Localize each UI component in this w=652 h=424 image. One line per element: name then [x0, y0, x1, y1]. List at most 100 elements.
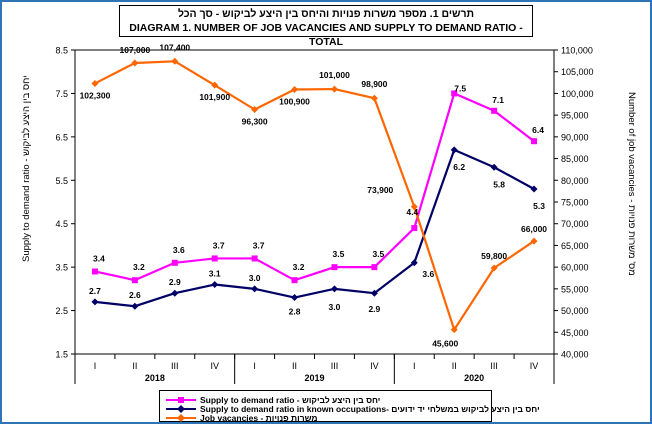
right-axis-tick-label: 65,000 [561, 241, 589, 251]
right-axis-tick-label: 80,000 [561, 176, 589, 186]
x-axis-year-label: 2018 [145, 373, 165, 383]
data-label-known: 5.3 [533, 201, 545, 211]
right-axis-tick-label: 40,000 [561, 350, 589, 360]
data-point-ratio [251, 255, 258, 262]
legend-label-vacancies: Job vacancies - משרות פנויות [200, 413, 318, 423]
data-label-known: 3.0 [249, 273, 261, 283]
data-label-known: 2.9 [169, 277, 181, 287]
x-axis-quarter-label: I [253, 361, 256, 371]
right-axis-tick-label: 110,000 [561, 46, 593, 56]
data-point-known [211, 281, 219, 289]
data-point-known [291, 294, 299, 302]
legend-swatch-vacancies [166, 414, 196, 422]
data-point-known [171, 289, 179, 297]
x-axis-quarter-label: II [132, 361, 137, 371]
legend-swatch-known [166, 405, 196, 413]
legend: Supply to demand ratio - יחס בין היצע לב… [159, 390, 540, 423]
data-point-vacancies [291, 86, 299, 94]
data-label-ratio: 3.5 [372, 249, 384, 259]
legend-swatch-ratio [166, 397, 196, 403]
data-point-ratio [291, 277, 298, 284]
right-axis-tick-label: 105,000 [561, 67, 594, 77]
data-label-vacancies: 45,600 [432, 339, 458, 349]
data-point-vacancies [530, 237, 538, 245]
left-axis-tick-label: 7.5 [55, 89, 68, 99]
data-label-ratio: 3.2 [293, 262, 305, 272]
left-axis-tick-label: 2.5 [55, 306, 68, 316]
x-axis-quarter-label: II [292, 361, 297, 371]
data-point-ratio [131, 277, 138, 284]
left-axis-tick-label: 8.5 [55, 46, 68, 56]
x-axis-quarter-label: I [413, 361, 416, 371]
x-axis-quarter-label: III [490, 361, 498, 371]
x-axis-year-label: 2019 [304, 373, 324, 383]
data-label-vacancies: 107,400 [159, 42, 190, 52]
data-label-known: 3.0 [329, 302, 341, 312]
data-label-vacancies: 100,900 [279, 97, 310, 107]
right-axis-tick-label: 45,000 [561, 328, 589, 338]
data-label-vacancies: 59,800 [481, 251, 507, 261]
right-axis-tick-label: 95,000 [561, 111, 589, 121]
data-label-known: 2.8 [289, 307, 301, 317]
data-point-vacancies [370, 94, 378, 102]
left-axis-tick-label: 5.5 [55, 176, 68, 186]
chart-title-hebrew: תרשים 1. מספר משרות פנויות והיחס בין היצ… [177, 8, 475, 20]
data-label-vacancies: 101,000 [319, 70, 350, 80]
data-label-ratio: 6.4 [532, 125, 544, 135]
data-label-vacancies: 101,900 [199, 92, 230, 102]
right-axis-tick-label: 55,000 [561, 284, 589, 294]
data-label-vacancies: 107,000 [120, 45, 151, 55]
data-point-ratio [451, 90, 458, 97]
x-axis-quarter-label: IV [370, 361, 379, 371]
x-axis-quarter-label: IV [210, 361, 219, 371]
data-label-known: 6.2 [453, 162, 465, 172]
data-point-vacancies [450, 326, 458, 334]
legend-label-known: Supply to demand ratio in known occupati… [200, 404, 540, 414]
left-axis-tick-label: 3.5 [55, 263, 68, 273]
data-point-known [490, 163, 498, 171]
chart-title: תרשים 1. מספר משרות פנויות והיחס בין היצ… [119, 5, 533, 48]
data-point-known [410, 259, 418, 267]
data-point-known [330, 285, 338, 293]
data-label-ratio: 4.4 [406, 207, 418, 217]
data-point-ratio [91, 268, 98, 275]
data-point-known [530, 185, 538, 193]
left-axis-tick-label: 1.5 [55, 350, 68, 360]
right-axis-tick-label: 70,000 [561, 219, 589, 229]
data-point-ratio [211, 255, 218, 262]
right-axis-tick-label: 75,000 [561, 198, 589, 208]
right-axis-label: Number of job vacancies - מס' משרות פנוי… [626, 92, 637, 276]
data-label-vacancies: 98,900 [361, 79, 387, 89]
data-point-ratio [371, 264, 378, 271]
data-label-ratio: 3.5 [333, 249, 345, 259]
data-label-known: 3.1 [209, 269, 221, 279]
left-axis: 1.5 2.5 3.5 4.5 5.5 6.5 7.5 8.5 [55, 46, 75, 360]
data-label-ratio: 3.4 [93, 253, 105, 263]
left-axis-tick-label: 4.5 [55, 219, 68, 229]
data-point-vacancies [171, 57, 179, 65]
series-line-vacancies [94, 60, 535, 331]
data-label-ratio: 3.2 [133, 262, 145, 272]
right-axis-tick-label: 50,000 [561, 306, 589, 316]
x-axis-quarter-label: III [331, 361, 339, 371]
data-point-vacancies [211, 81, 219, 89]
data-label-ratio: 3.7 [253, 240, 265, 250]
data-label-known: 3.6 [422, 269, 434, 279]
data-label-known: 2.6 [129, 290, 141, 300]
legend-label-ratio: Supply to demand ratio - יחס בין היצע לב… [200, 395, 381, 405]
right-axis-tick-label: 90,000 [561, 132, 589, 142]
data-label-ratio: 3.6 [173, 245, 185, 255]
right-axis: 40,000 45,000 50,000 55,000 60,000 65,000 70,0… [554, 46, 594, 360]
data-labels-layer: 3.4 3.2 3.6 3.7 3.7 3.2 3.5 3.5 4.4 7.5 7.1 6.4 2.7 2… [80, 42, 548, 348]
data-point-vacancies [330, 85, 338, 93]
data-point-ratio [411, 225, 418, 232]
right-axis-tick-label: 60,000 [561, 263, 589, 273]
series-layer [91, 57, 538, 334]
left-axis-label: Supply to demand ratio - יחס בין היצע לב… [21, 75, 32, 262]
data-label-ratio: 3.7 [213, 240, 225, 250]
data-point-ratio [531, 138, 538, 145]
